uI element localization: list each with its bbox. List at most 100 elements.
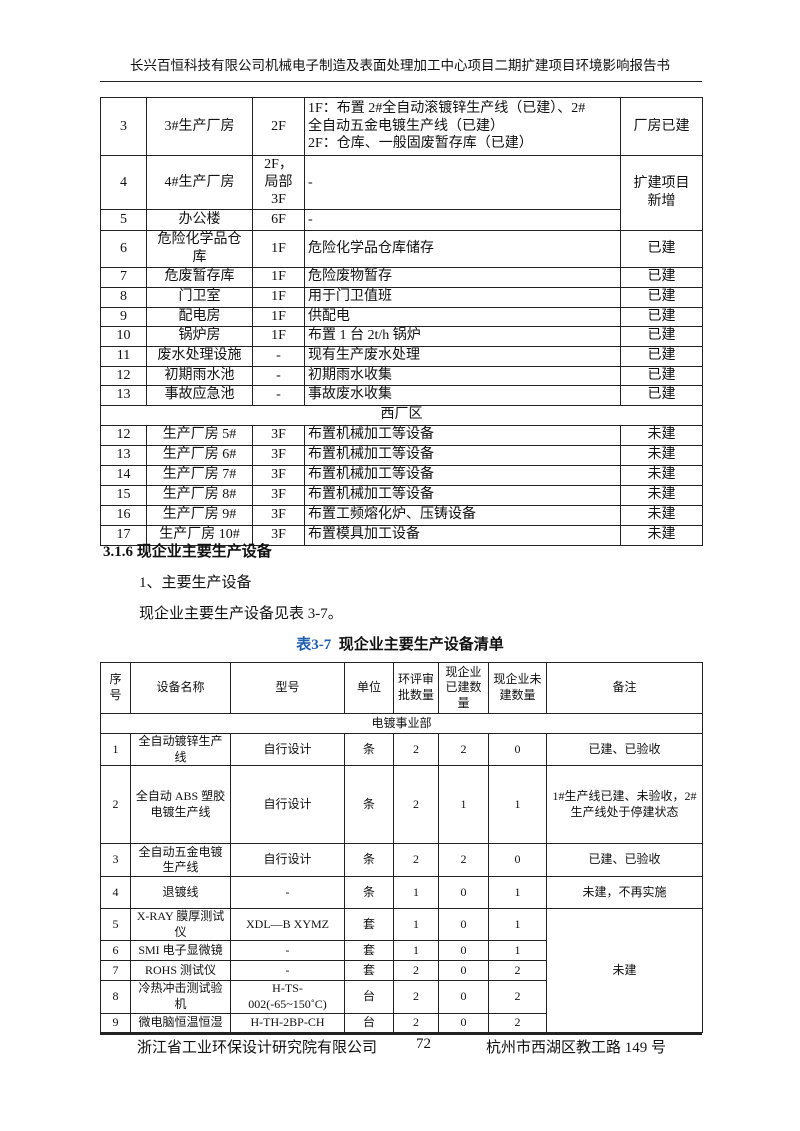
table-cell: 已建、已验收 — [546, 843, 703, 878]
table-cell: 全自动五金电镀生产线 — [130, 843, 231, 878]
table-row: 13 事故应急池 - 事故废水收集 已建 — [100, 384, 703, 406]
table-cell: 2F， 局部 3F — [252, 155, 305, 210]
cell-line: 3F — [271, 192, 286, 207]
table-cell: 3F — [252, 524, 305, 546]
header-row: 序号 设备名称 型号 单位 环评审批数量 现企业已建数量 现企业未建数量 备注 — [100, 662, 703, 714]
column-header: 设备名称 — [130, 662, 231, 714]
table-row: 8 门卫室 1F 用于门卫值班 已建 — [100, 286, 703, 308]
table-cell: 1F — [252, 229, 305, 268]
table-cell: 初期雨水收集 — [304, 365, 621, 386]
table-cell: 4 — [100, 876, 131, 910]
table-cell: 门卫室 — [146, 286, 253, 308]
table-cell: 布置机械加工等设备 — [304, 464, 621, 486]
table-cell: 全自动镀锌生产线 — [130, 732, 231, 767]
table-cell: 15 — [100, 484, 147, 506]
cell-line: 全自动五金电镀生产线（已建） — [308, 118, 504, 134]
column-header: 现企业已建数量 — [438, 662, 489, 714]
cell-line: 库 — [192, 249, 207, 265]
table-cell: 退镀线 — [130, 876, 231, 910]
table-cell: 3 — [100, 97, 147, 156]
table-cell: 7 — [100, 960, 131, 982]
cell-line: 局部 — [264, 174, 293, 190]
table-cell: 3F — [252, 444, 305, 466]
table-cell: 1F — [252, 325, 305, 347]
table-cell: - — [230, 876, 345, 910]
table-cell: 3 — [100, 843, 131, 878]
table-cell: 1 — [438, 765, 489, 845]
table-row: 7 ROHS 测试仪 - 套 2 0 2 — [100, 960, 703, 982]
table-cell: 1 — [488, 908, 547, 942]
table-cell: - — [252, 384, 305, 406]
table-cell: 13 — [100, 444, 147, 466]
table-cell: 12 — [100, 424, 147, 446]
table-cell: 1 — [488, 940, 547, 962]
table-cell: 2 — [393, 960, 439, 982]
table-cell: 1F — [252, 266, 305, 288]
section-heading: 3.1.6 现企业主要生产设备 — [103, 544, 272, 560]
table-row: 16 生产厂房 9# 3F 布置工频熔化炉、压铸设备 未建 — [100, 504, 703, 526]
column-header: 环评审批数量 — [393, 662, 439, 714]
table-cell: 3F — [252, 504, 305, 526]
table-cell: 全自动 ABS 塑胶电镀生产线 — [130, 765, 231, 845]
table-row: 3 3#生产厂房 2F 1F：布置 2#全自动滚镀锌生产线（已建）、2# 全自动五金电镀… — [100, 97, 703, 156]
cell-line: 1F：布置 2#全自动滚镀锌生产线（已建）、2# — [308, 101, 586, 117]
table-cell: 2 — [100, 765, 131, 845]
table-row: 4 退镀线 - 条 1 0 1 未建，不再实施 — [100, 876, 703, 910]
table-cell: 0 — [488, 843, 547, 878]
table-cell: 2 — [393, 765, 439, 845]
table-cell: 1 — [488, 876, 547, 910]
table-row: 5 X-RAY 膜厚测试仪 XDL—B XYMZ 套 1 0 1 未建 — [100, 908, 703, 1033]
table-cell: 危险化学品仓库 — [146, 229, 253, 268]
caption-title: 现企业主要生产设备清单 — [338, 637, 504, 653]
table-cell: 已建、已验收 — [546, 732, 703, 767]
table-cell: 条 — [344, 843, 394, 878]
table-cell: - — [304, 208, 621, 231]
cell-line: 2F， — [264, 157, 293, 172]
column-header: 序号 — [100, 662, 131, 714]
table-cell: 17 — [100, 524, 147, 546]
table-cell: 条 — [344, 732, 394, 767]
building-table: 3 3#生产厂房 2F 1F：布置 2#全自动滚镀锌生产线（已建）、2# 全自动五金电镀… — [100, 97, 703, 546]
table-row: 6 危险化学品仓库 1F 危险化学品仓库储存 已建 — [100, 229, 703, 268]
table-cell: 布置 1 台 2t/h 锅炉 — [304, 325, 621, 347]
table-cell: 初期雨水池 — [146, 365, 253, 386]
table-cell: 1 — [488, 765, 547, 845]
table-cell: 台 — [344, 1012, 394, 1033]
table-cell: - — [230, 940, 345, 962]
table-cell: H-TH-2BP-CH — [230, 1012, 345, 1033]
table-cell: 未建 — [620, 504, 703, 526]
table-cell: X-RAY 膜厚测试仪 — [130, 908, 231, 942]
table-cell: 1 — [393, 908, 439, 942]
table-cell: 未建 — [620, 484, 703, 506]
table-cell: 0 — [438, 980, 489, 1014]
table-cell: 2 — [393, 732, 439, 767]
table-cell: 已建 — [620, 365, 703, 386]
section-row: 西厂区 — [100, 404, 703, 426]
table-cell: 事故废水收集 — [304, 384, 621, 406]
table-cell: 3F — [252, 424, 305, 446]
table-cell: 布置工频熔化炉、压铸设备 — [304, 504, 621, 526]
table-cell: 未建 — [620, 444, 703, 466]
table-cell: 1F：布置 2#全自动滚镀锌生产线（已建）、2# 全自动五金电镀生产线（已建） 2F… — [304, 97, 621, 156]
table-cell: 事故应急池 — [146, 384, 253, 406]
table-cell: 自行设计 — [230, 843, 345, 878]
table-row: 17 生产厂房 10# 3F 布置模具加工设备 未建 — [100, 524, 703, 546]
table-cell: 0 — [438, 1012, 489, 1033]
table-cell: 6 — [100, 940, 131, 962]
table-row: 4 4#生产厂房 2F， 局部 3F - 扩建项目 新增 — [100, 155, 703, 231]
table-row: 5 办公楼 6F - — [100, 208, 703, 231]
table-cell: 2 — [393, 843, 439, 878]
table-row: 12 初期雨水池 - 初期雨水收集 已建 — [100, 365, 703, 386]
table-cell: 锅炉房 — [146, 325, 253, 347]
table-cell: 已建 — [620, 325, 703, 347]
table-cell: 危险废物暂存 — [304, 266, 621, 288]
table-cell: 2F — [252, 97, 305, 156]
table-cell: 1 — [100, 732, 131, 767]
running-header: 长兴百恒科技有限公司机械电子制造及表面处理加工中心项目二期扩建项目环境影响报告书 — [130, 58, 670, 73]
table-cell: 生产厂房 8# — [146, 484, 253, 506]
footer-address: 杭州市西湖区教工路 149 号 — [486, 1040, 667, 1056]
table-row: 12 生产厂房 5# 3F 布置机械加工等设备 未建 — [100, 424, 703, 446]
table-cell: 0 — [438, 876, 489, 910]
section-label: 西厂区 — [100, 404, 703, 426]
table-cell: 11 — [100, 345, 147, 367]
